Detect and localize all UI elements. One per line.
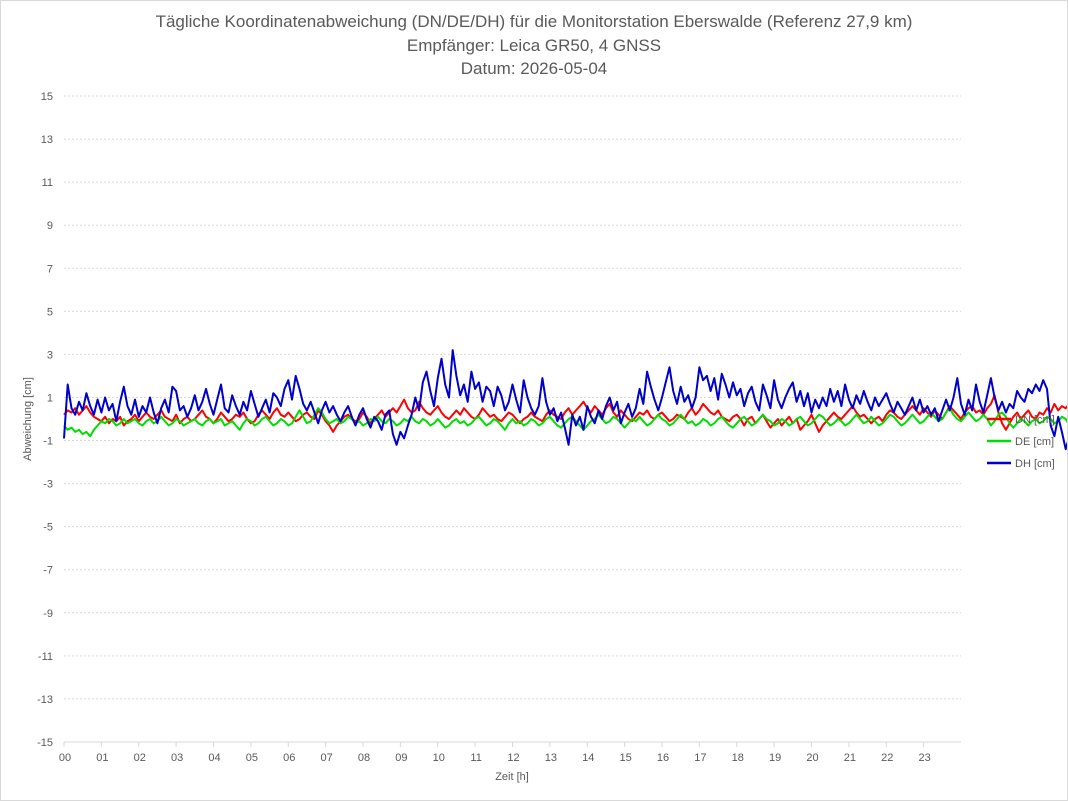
series-line-dh — [63, 349, 1067, 451]
x-tick-label: 14 — [582, 752, 594, 764]
series-line-de — [63, 407, 1067, 438]
x-tick-label: 09 — [395, 752, 407, 764]
x-tick-label: 10 — [433, 752, 445, 764]
x-tick-label: 01 — [96, 752, 108, 764]
y-tick-label: 3 — [47, 349, 53, 361]
x-tick-label: 21 — [844, 752, 856, 764]
x-tick-label: 20 — [806, 752, 818, 764]
y-tick-label: -11 — [38, 651, 53, 663]
y-tick-label: -9 — [43, 608, 53, 620]
x-tick-label: 16 — [657, 752, 669, 764]
x-tick-label: 08 — [358, 752, 370, 764]
y-tick-label: -13 — [37, 694, 53, 706]
x-tick-label: 18 — [732, 752, 744, 764]
x-tick-label: 05 — [246, 752, 258, 764]
y-tick-label: 15 — [41, 91, 53, 103]
x-tick-label: 22 — [881, 752, 893, 764]
x-tick-label: 15 — [620, 752, 632, 764]
y-tick-label: 5 — [47, 306, 53, 318]
y-tick-label: 7 — [47, 263, 53, 275]
chart-subtitle-date: Datum: 2026-05-04 — [460, 59, 608, 78]
x-tick-label: 04 — [208, 752, 220, 764]
x-tick-label: 02 — [134, 752, 146, 764]
chart-title: Tägliche Koordinatenabweichung (DN/DE/DH… — [155, 12, 913, 31]
x-tick-label: 03 — [171, 752, 183, 764]
legend-label-dh: DH [cm] — [1015, 458, 1055, 470]
y-tick-label: 13 — [41, 134, 53, 146]
y-tick-label: -7 — [43, 565, 53, 577]
legend-label-dn: DN [cm] — [1015, 414, 1055, 426]
chart-subtitle-receiver: Empfänger: Leica GR50, 4 GNSS — [406, 36, 662, 55]
x-axis-title: Zeit [h] — [495, 771, 529, 783]
y-tick-label: -5 — [43, 522, 53, 534]
y-tick-label: 1 — [47, 392, 53, 404]
x-tick-label: 23 — [919, 752, 931, 764]
series-line-dn — [63, 394, 1067, 433]
y-tick-label: -3 — [43, 479, 53, 491]
y-tick-label: -1 — [43, 436, 53, 448]
legend: DN [cm] DE [cm] DH [cm] — [987, 414, 1055, 470]
x-tick-label: 00 — [59, 752, 71, 764]
y-tick-label: -15 — [37, 737, 53, 749]
y-tick-label: 9 — [47, 220, 53, 232]
x-tick-label: 12 — [507, 752, 519, 764]
y-axis-title: Abweichung [cm] — [22, 377, 34, 461]
legend-label-de: DE [cm] — [1015, 436, 1054, 448]
x-tick-label: 19 — [769, 752, 781, 764]
x-tick-label: 17 — [694, 752, 706, 764]
x-tick-label: 07 — [321, 752, 333, 764]
x-tick-label: 06 — [283, 752, 295, 764]
x-tick-label: 11 — [470, 752, 481, 764]
x-tick-label: 13 — [545, 752, 557, 764]
y-tick-label: 11 — [42, 177, 53, 189]
